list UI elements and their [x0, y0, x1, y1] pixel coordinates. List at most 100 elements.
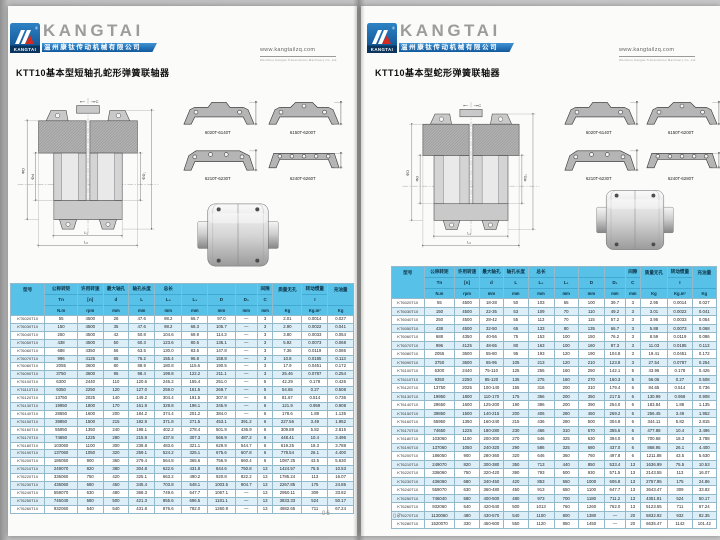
catalog-page-left: ® KANGTAI KANGTAI 温州康钛传动机械有限公司 www.kangt…	[8, 6, 357, 536]
table-cell: 2440	[454, 366, 480, 376]
table-cell: 1600	[76, 409, 104, 419]
table-cell: 250	[577, 366, 605, 376]
table-cell: 100-140	[478, 383, 505, 393]
table-cell: 137060	[44, 449, 78, 459]
table-cell: 0.736	[327, 394, 354, 403]
table-cell: 466	[527, 425, 555, 435]
table-cell: 250	[423, 315, 456, 325]
company-banner: 温州康钛传动机械有限公司	[399, 43, 514, 52]
table-cell: KT6160T10	[391, 417, 425, 427]
table-cell: 440	[553, 459, 579, 469]
table-cell: 6	[625, 434, 641, 444]
table-cell: 0.508	[691, 374, 718, 384]
table-cell: 630	[577, 434, 605, 444]
table-cell: 3	[256, 338, 274, 348]
table-cell: 50.17	[691, 493, 718, 503]
table-cell: 900	[454, 451, 480, 461]
table-cell: 200	[503, 408, 529, 418]
table-cell: 304.8	[603, 417, 627, 427]
table-cell: 4351.91	[639, 493, 669, 503]
table-cell: KT6180T10	[9, 441, 46, 451]
table-cell: —	[234, 370, 258, 380]
table-cell: 7.36	[272, 346, 303, 356]
table-cell: 325	[553, 442, 579, 452]
table-cell: 161.5	[181, 386, 209, 396]
table-cell: 13	[256, 504, 274, 514]
table-cell: 309	[667, 485, 693, 495]
table-cell: 254.0	[603, 400, 627, 410]
table-cell: 374.4	[154, 409, 183, 419]
table-cell: KT6170T10	[9, 433, 46, 443]
table-row: KT6110T10 9350 2250 85-120 135 275 160 270 160.3…	[391, 374, 718, 384]
table-cell: 1350	[76, 425, 104, 435]
table-cell: 0.254	[691, 357, 718, 367]
table-cell: 0.0014	[667, 298, 693, 308]
table-cell: KT6250T10	[391, 493, 425, 503]
table-cell: 18.3	[301, 441, 329, 451]
table-cell: 586	[527, 442, 555, 452]
table-row: KT6210T10 249070 820 380 304.8 622.6 431.8 844.…	[9, 465, 354, 475]
table-cell: 1000	[577, 476, 605, 486]
table-cell: 571.5	[603, 468, 627, 478]
table-cell: 0.0033	[667, 315, 693, 325]
table-cell: 932060	[423, 502, 456, 512]
table-row: KT6190T10 137060 1050 320 259.1 524.2 325.1 675…	[9, 449, 354, 459]
table-cell: 307.3	[181, 433, 209, 443]
table-cell: 65-95	[478, 357, 505, 367]
dim-label-D1: ΦD₁	[523, 174, 528, 182]
table-cell: 155	[503, 383, 529, 393]
table-cell: 249070	[423, 459, 456, 469]
table-row: KT6060T10 688 4350 56 63.5 130.0 83.5 147.8—3 7.…	[9, 346, 354, 356]
table-cell: 104.6	[154, 330, 183, 340]
table-cell: 400-500	[478, 493, 505, 503]
table-cell: 63.5	[128, 346, 156, 356]
table-cell: 0.041	[327, 322, 354, 332]
table-cell: 110-170	[478, 391, 505, 401]
table-cell: 0.514	[301, 394, 329, 403]
table-cell: 24.86	[327, 481, 354, 490]
profile-range-label: 6240T-6280T	[668, 176, 694, 181]
table-cell: 147.8	[207, 346, 236, 356]
table-cell: 175	[503, 391, 529, 401]
table-cell: 101.42	[691, 519, 718, 529]
table-cell: 230	[503, 425, 529, 435]
website-subtitle: Wenzhou Kangtai Transmission Machinery C…	[260, 58, 337, 62]
table-cell: 406	[527, 408, 555, 418]
table-cell: 438	[44, 338, 78, 348]
table-cell: 300-380	[478, 459, 505, 469]
table-cell: 5.630	[327, 457, 354, 467]
table-cell: 155.4	[154, 354, 183, 364]
page-title: KTT10基本型短轴孔蛇形弹簧联轴器	[16, 68, 170, 78]
table-row: KT6270T10 1130060 480 430-570 540 1100 800 1380…	[391, 510, 718, 520]
table-cell: 0.908	[327, 401, 354, 411]
table-cell: 3750	[423, 357, 456, 367]
table-cell: 290	[503, 442, 529, 452]
table-cell: 309	[301, 488, 329, 498]
table-cell: 0.0119	[667, 332, 693, 342]
table-cell: 350	[577, 391, 605, 401]
table-cell: 550	[503, 519, 529, 529]
table-cell: 0.426	[691, 366, 718, 376]
table-cell: 1800	[76, 401, 104, 411]
table-cell: 500	[553, 468, 579, 478]
table-cell: 0.27	[301, 386, 329, 396]
website-url: www.kangtailzq.com	[260, 47, 316, 53]
table-cell: 450-600	[478, 519, 505, 529]
table-cell: 0.908	[691, 391, 718, 401]
column-header: 总长 L₀ mm	[154, 283, 183, 316]
table-cell: 2025	[76, 394, 104, 403]
table-cell: 238.8	[128, 441, 156, 451]
table-cell: 53	[503, 306, 529, 316]
table-cell: 0.0022	[301, 322, 329, 332]
column-header: D₁ mm	[603, 266, 627, 299]
table-cell: 10.53	[327, 465, 354, 475]
table-cell: KT6220T10	[391, 468, 425, 478]
table-cell: 3.788	[691, 434, 718, 444]
table-cell: 83.5	[181, 346, 209, 356]
table-cell: 540	[102, 504, 130, 514]
cover-profile-3: 6210T-6230T	[564, 149, 639, 181]
table-cell: 193	[527, 349, 555, 359]
cover-profile-2: 6150T-6200T	[646, 100, 720, 135]
table-cell: 3600	[76, 362, 104, 372]
table-cell: 996	[423, 340, 456, 350]
